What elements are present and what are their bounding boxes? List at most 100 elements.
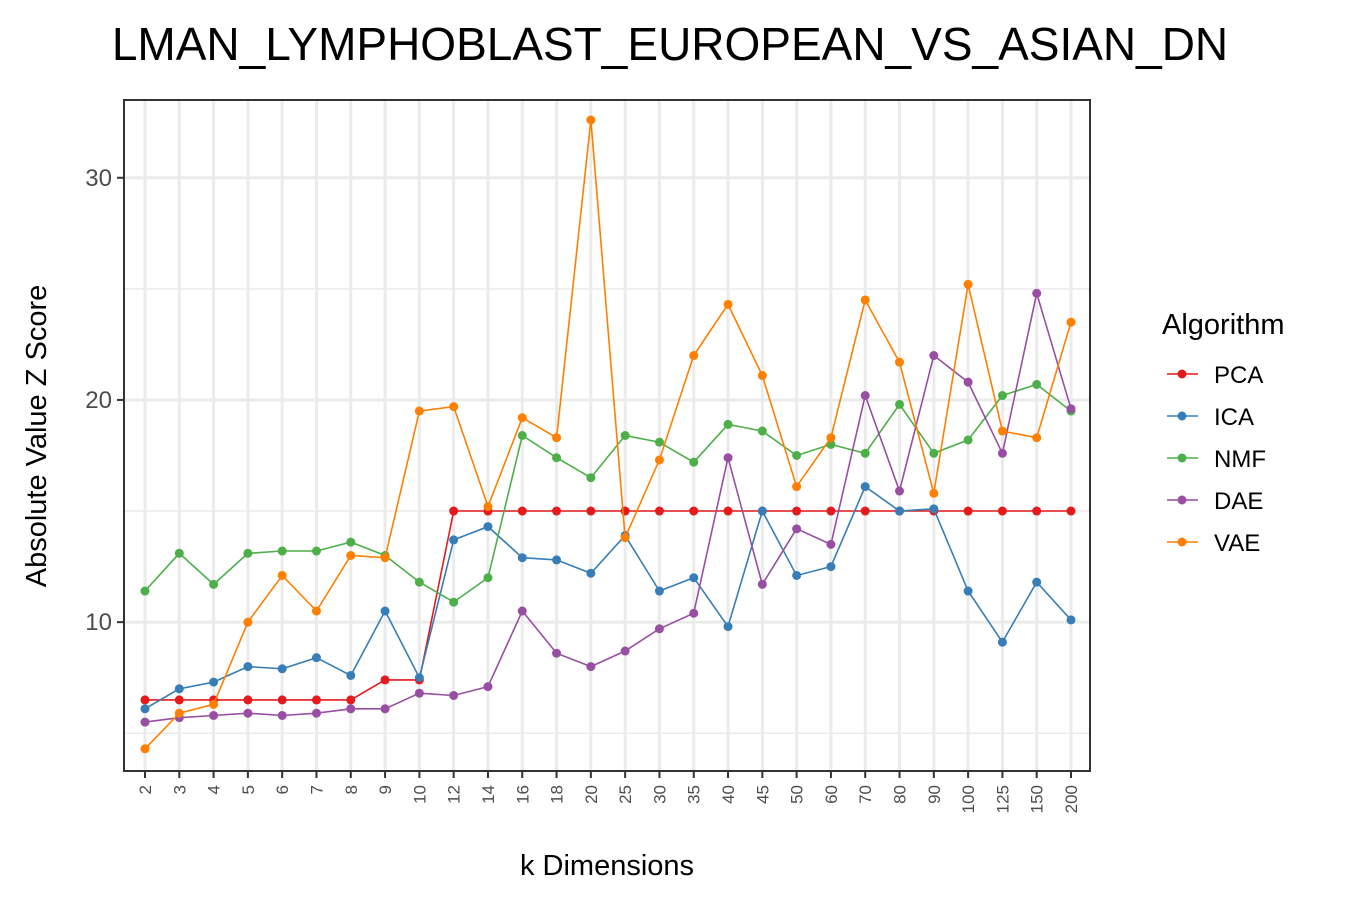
- data-point: [689, 506, 699, 516]
- x-tick-label: 30: [650, 785, 669, 804]
- data-point: [140, 744, 150, 754]
- data-point: [1066, 317, 1076, 327]
- data-point: [963, 377, 973, 387]
- data-point: [929, 351, 939, 361]
- data-point: [723, 419, 733, 429]
- data-point: [277, 710, 287, 720]
- data-point: [654, 437, 664, 447]
- data-point: [380, 675, 390, 685]
- data-point: [483, 573, 493, 583]
- legend-key-point: [1177, 369, 1187, 379]
- data-point: [1032, 379, 1042, 389]
- data-point: [997, 506, 1007, 516]
- x-tick-label: 40: [719, 785, 738, 804]
- data-point: [414, 673, 424, 683]
- data-point: [140, 586, 150, 596]
- data-point: [140, 717, 150, 727]
- data-point: [243, 617, 253, 627]
- legend-label: DAE: [1214, 488, 1263, 515]
- x-tick-label: 150: [1028, 785, 1047, 813]
- data-point: [209, 579, 219, 589]
- x-tick-label: 50: [788, 785, 807, 804]
- data-point: [517, 431, 527, 440]
- data-point: [174, 684, 184, 694]
- legend-item-vae: VAE: [1167, 530, 1260, 557]
- data-point: [449, 535, 459, 545]
- x-tick-label: 20: [582, 785, 601, 804]
- data-point: [586, 115, 596, 125]
- x-tick-label: 125: [993, 785, 1012, 813]
- legend-label: ICA: [1214, 404, 1254, 431]
- y-axis: 10 20 30: [85, 165, 124, 636]
- series-line: [144, 293, 1072, 723]
- plot-panel: [124, 100, 1090, 771]
- data-point: [1066, 404, 1076, 414]
- x-tick-label: 2: [136, 785, 155, 794]
- data-point: [757, 426, 767, 436]
- chart-title: LMAN_LYMPHOBLAST_EUROPEAN_VS_ASIAN_DN: [112, 18, 1228, 70]
- data-point: [620, 533, 630, 543]
- data-point: [346, 537, 356, 547]
- x-tick-label: 200: [1062, 785, 1081, 813]
- x-tick-label: 16: [513, 785, 532, 804]
- plot-series: [140, 115, 1076, 754]
- x-tick-label: 70: [856, 785, 875, 804]
- data-point: [620, 431, 630, 440]
- x-tick-label: 12: [445, 785, 464, 804]
- data-point: [346, 670, 356, 680]
- data-point: [895, 486, 905, 496]
- data-point: [483, 522, 493, 532]
- x-tick-label: 90: [925, 785, 944, 804]
- data-point: [346, 550, 356, 560]
- data-point: [1032, 577, 1042, 587]
- data-point: [346, 695, 356, 705]
- x-tick-label: 6: [273, 785, 292, 794]
- series-vae: [140, 115, 1076, 754]
- legend-key-point: [1177, 411, 1187, 421]
- data-point: [483, 502, 493, 512]
- data-point: [689, 573, 699, 583]
- x-tick-label: 60: [822, 785, 841, 804]
- data-point: [860, 391, 870, 401]
- legend-key-point: [1177, 453, 1187, 463]
- data-point: [277, 570, 287, 580]
- data-point: [243, 708, 253, 718]
- x-axis-title: k Dimensions: [520, 850, 694, 882]
- series-pca: [140, 506, 1076, 705]
- data-point: [174, 708, 184, 718]
- data-point: [792, 570, 802, 580]
- data-point: [346, 704, 356, 714]
- data-point: [311, 708, 321, 718]
- data-point: [654, 586, 664, 596]
- data-point: [689, 351, 699, 361]
- data-point: [826, 539, 836, 549]
- data-point: [792, 506, 802, 516]
- grid: [124, 100, 1090, 771]
- data-point: [311, 695, 321, 705]
- data-point: [1066, 615, 1076, 625]
- data-point: [174, 695, 184, 705]
- data-point: [586, 662, 596, 672]
- legend-key-point: [1177, 495, 1187, 505]
- data-point: [449, 402, 459, 412]
- data-point: [860, 448, 870, 458]
- data-point: [311, 606, 321, 616]
- data-point: [895, 399, 905, 409]
- data-point: [792, 524, 802, 534]
- data-point: [929, 504, 939, 514]
- x-tick-label: 35: [685, 785, 704, 804]
- y-tick-label: 10: [85, 609, 112, 636]
- legend-label: PCA: [1214, 362, 1263, 389]
- series-line: [144, 485, 1072, 710]
- data-point: [140, 704, 150, 714]
- legend: Algorithm PCA ICA NMF DAE VAE: [1162, 309, 1285, 557]
- data-point: [517, 506, 527, 516]
- data-point: [826, 506, 836, 516]
- data-point: [243, 548, 253, 558]
- data-point: [929, 448, 939, 458]
- data-point: [963, 279, 973, 289]
- x-tick-label: 10: [410, 785, 429, 804]
- legend-item-dae: DAE: [1167, 488, 1263, 515]
- data-point: [209, 699, 219, 709]
